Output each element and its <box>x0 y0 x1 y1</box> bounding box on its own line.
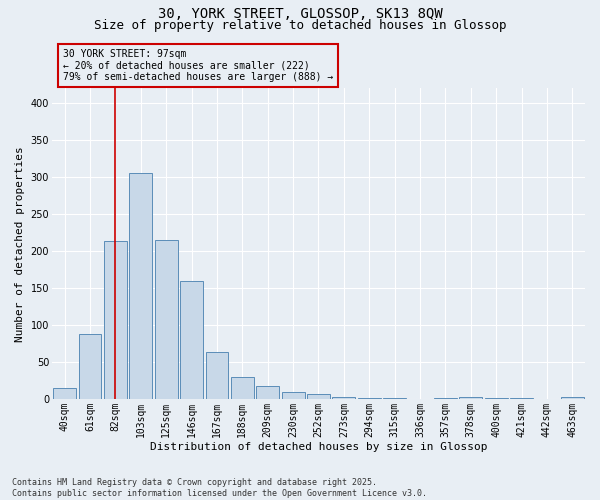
X-axis label: Distribution of detached houses by size in Glossop: Distribution of detached houses by size … <box>150 442 487 452</box>
Bar <box>383 398 406 399</box>
Text: 30, YORK STREET, GLOSSOP, SK13 8QW: 30, YORK STREET, GLOSSOP, SK13 8QW <box>158 8 442 22</box>
Bar <box>53 388 76 399</box>
Bar <box>104 242 127 399</box>
Bar <box>79 334 101 399</box>
Bar <box>180 280 203 399</box>
Bar <box>231 376 254 399</box>
Bar <box>130 174 152 399</box>
Bar <box>358 398 380 399</box>
Text: Contains HM Land Registry data © Crown copyright and database right 2025.
Contai: Contains HM Land Registry data © Crown c… <box>12 478 427 498</box>
Bar <box>561 398 584 399</box>
Bar <box>281 392 305 399</box>
Text: 30 YORK STREET: 97sqm
← 20% of detached houses are smaller (222)
79% of semi-det: 30 YORK STREET: 97sqm ← 20% of detached … <box>62 49 333 82</box>
Bar <box>256 386 279 399</box>
Text: Size of property relative to detached houses in Glossop: Size of property relative to detached ho… <box>94 19 506 32</box>
Bar <box>206 352 229 399</box>
Y-axis label: Number of detached properties: Number of detached properties <box>15 146 25 342</box>
Bar <box>510 398 533 399</box>
Bar <box>460 396 482 399</box>
Bar <box>307 394 330 399</box>
Bar <box>332 398 355 399</box>
Bar <box>155 240 178 399</box>
Bar <box>485 398 508 399</box>
Bar <box>434 398 457 399</box>
